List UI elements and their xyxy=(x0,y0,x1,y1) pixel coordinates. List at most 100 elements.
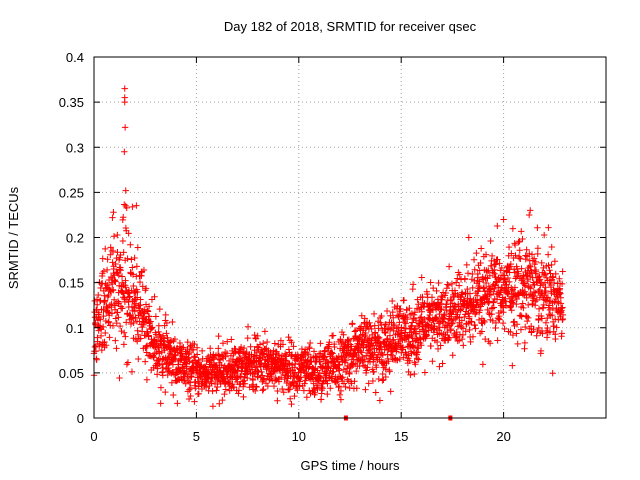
data-point xyxy=(511,284,519,291)
data-point xyxy=(336,391,344,399)
data-point xyxy=(130,319,137,327)
x-tick-label: 5 xyxy=(193,429,200,444)
data-point xyxy=(539,330,546,337)
data-point xyxy=(164,334,171,341)
data-point xyxy=(466,326,473,334)
data-point xyxy=(253,383,260,391)
data-point xyxy=(361,315,369,322)
data-point xyxy=(413,330,420,337)
data-point xyxy=(219,340,227,347)
data-point xyxy=(488,310,495,318)
data-point xyxy=(278,373,285,381)
data-point xyxy=(217,356,224,364)
data-point xyxy=(411,309,419,316)
y-tick-label: 0.3 xyxy=(66,140,84,155)
data-point xyxy=(396,319,403,326)
data-point xyxy=(288,339,295,346)
data-point xyxy=(338,375,345,382)
data-point xyxy=(224,338,231,345)
data-point xyxy=(362,386,369,393)
data-point xyxy=(215,352,223,360)
data-point xyxy=(129,271,137,278)
data-point xyxy=(326,339,333,346)
data-point xyxy=(116,322,124,330)
data-point xyxy=(222,353,229,360)
data-point xyxy=(104,308,112,316)
data-point xyxy=(513,300,520,308)
data-point xyxy=(549,273,556,280)
data-point xyxy=(139,323,146,331)
data-point xyxy=(461,275,469,283)
data-point xyxy=(247,343,254,350)
data-point xyxy=(510,319,517,326)
data-point xyxy=(508,307,515,314)
data-point xyxy=(324,390,331,398)
data-point xyxy=(342,383,349,391)
data-point xyxy=(169,318,176,326)
data-point xyxy=(481,318,488,326)
data-point xyxy=(228,336,235,343)
data-point xyxy=(229,380,236,388)
data-point xyxy=(110,209,117,216)
data-point xyxy=(348,356,356,363)
data-point xyxy=(328,349,335,356)
data-point xyxy=(428,294,436,301)
data-point xyxy=(127,312,134,320)
data-point xyxy=(393,346,400,353)
data-point xyxy=(415,356,422,363)
data-point xyxy=(406,304,413,312)
data-point xyxy=(387,388,394,395)
data-point xyxy=(235,390,242,397)
data-point xyxy=(102,245,109,253)
data-point xyxy=(95,314,103,322)
data-point xyxy=(517,312,525,319)
data-point xyxy=(545,262,552,269)
data-point xyxy=(540,231,548,239)
data-point xyxy=(512,252,519,259)
data-point xyxy=(457,307,464,314)
data-point xyxy=(159,364,167,372)
data-point xyxy=(120,249,127,256)
data-point xyxy=(408,350,415,357)
data-point xyxy=(303,394,311,401)
data-point xyxy=(222,386,230,393)
data-point xyxy=(93,356,100,364)
data-point xyxy=(525,314,532,322)
data-point xyxy=(337,387,345,395)
data-point xyxy=(209,387,216,395)
data-point xyxy=(410,344,418,351)
data-point xyxy=(288,400,295,408)
data-point xyxy=(122,277,129,284)
x-tick-label: 0 xyxy=(90,429,97,444)
x-tick-label: 20 xyxy=(496,429,510,444)
data-point xyxy=(140,266,148,274)
data-point xyxy=(447,310,455,317)
data-point xyxy=(474,298,481,306)
data-point xyxy=(402,320,409,327)
data-point xyxy=(116,374,123,382)
data-point xyxy=(514,340,521,348)
data-point xyxy=(494,256,501,263)
data-point xyxy=(254,332,261,340)
data-point xyxy=(137,335,144,342)
data-point xyxy=(119,305,126,312)
data-point xyxy=(244,323,252,330)
data-point xyxy=(549,370,556,377)
data-point xyxy=(381,321,389,329)
data-point xyxy=(496,316,503,323)
data-point xyxy=(294,387,301,394)
data-point xyxy=(543,274,550,282)
data-point xyxy=(93,301,101,308)
data-point xyxy=(306,345,313,352)
data-point xyxy=(462,311,469,318)
data-point xyxy=(525,301,532,309)
data-point xyxy=(368,325,375,333)
data-point xyxy=(364,364,371,371)
data-point xyxy=(379,377,386,384)
data-point xyxy=(206,345,214,352)
data-point xyxy=(353,385,360,392)
data-point xyxy=(296,378,304,385)
data-point xyxy=(299,352,306,359)
data-point xyxy=(134,288,141,296)
data-point xyxy=(321,347,329,354)
